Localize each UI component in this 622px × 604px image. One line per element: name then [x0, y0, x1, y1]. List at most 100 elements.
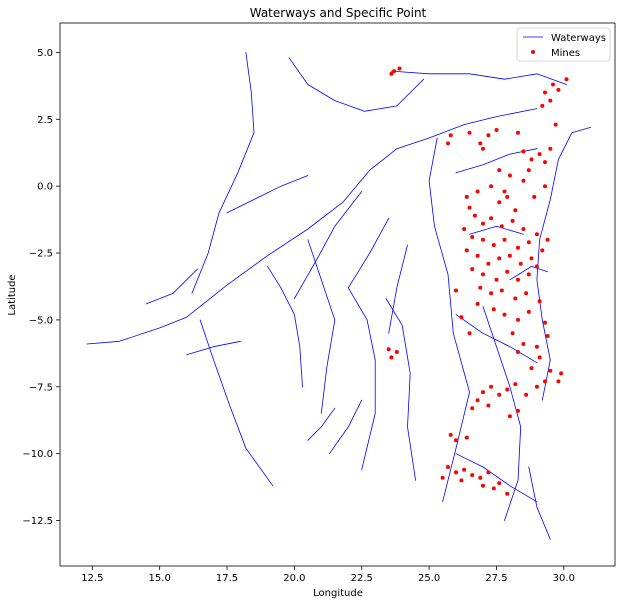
mine-point: [389, 71, 394, 76]
mine-point: [494, 128, 499, 132]
mine-point: [516, 350, 520, 354]
mine-point: [540, 103, 545, 108]
mine-point: [470, 267, 475, 272]
mine-point: [497, 481, 502, 486]
mine-point: [478, 141, 483, 146]
mine-point: [489, 184, 494, 189]
x-tick-label: 20.0: [283, 573, 305, 584]
waterway-line: [328, 399, 363, 455]
mine-point: [397, 66, 402, 71]
mine-point: [537, 299, 542, 304]
mine-point: [507, 173, 512, 178]
mine-point: [543, 379, 547, 384]
x-axis-label: Longitude: [313, 588, 363, 599]
y-tick-label: −7.5: [29, 382, 53, 393]
mine-point: [526, 309, 531, 314]
waterway-line: [186, 340, 241, 356]
mine-point: [486, 403, 491, 408]
mine-point: [502, 189, 507, 194]
waterway-line: [145, 268, 198, 305]
mine-point: [505, 491, 510, 496]
x-tick-label: 30.0: [553, 573, 575, 584]
mine-point: [459, 315, 464, 320]
mine-point: [475, 189, 480, 194]
waterway-line: [288, 57, 425, 112]
mine-point: [559, 371, 564, 376]
mine-point: [526, 272, 531, 277]
mine-point: [470, 473, 475, 478]
y-tick-label: −5.0: [29, 315, 53, 326]
mine-point: [491, 243, 496, 247]
mine-point: [491, 486, 496, 491]
mine-point: [534, 232, 539, 237]
mine-point: [524, 291, 529, 296]
mine-point: [499, 224, 504, 229]
mines-layer: [386, 66, 569, 496]
mine-point: [448, 133, 453, 138]
mine-point: [486, 470, 491, 475]
mine-point: [467, 130, 472, 135]
mine-point: [481, 272, 485, 277]
waterway-line: [347, 217, 390, 289]
mine-point: [521, 149, 526, 154]
mine-point: [481, 390, 485, 395]
waterways-layer: [86, 52, 592, 540]
mine-point: [537, 152, 542, 157]
waterway-line: [293, 191, 363, 299]
y-axis-label: Latitude: [7, 274, 18, 315]
mine-point: [513, 208, 518, 213]
waterway-line: [86, 108, 538, 345]
y-tick-label: −12.5: [22, 516, 53, 527]
mine-point: [529, 157, 534, 162]
mine-point: [481, 146, 485, 151]
mine-point: [540, 248, 545, 253]
mine-point: [526, 168, 531, 173]
mine-point: [478, 475, 483, 480]
mine-point: [454, 470, 458, 475]
mine-point: [386, 347, 391, 352]
mine-point: [489, 216, 494, 221]
mine-point: [475, 398, 480, 403]
mine-point: [448, 432, 453, 437]
y-tick-label: −2.5: [29, 249, 53, 260]
mine-point: [529, 256, 534, 261]
mine-point: [392, 69, 397, 74]
mine-point: [505, 194, 510, 199]
mine-point: [518, 261, 523, 266]
x-tick-label: 12.5: [81, 573, 103, 584]
mine-point: [526, 240, 531, 245]
x-tick-label: 25.0: [418, 573, 440, 584]
mine-point: [470, 406, 475, 411]
waterway-line: [455, 453, 538, 503]
legend-box: [516, 27, 611, 62]
mine-point: [507, 414, 512, 419]
mine-point: [440, 475, 445, 480]
mine-point: [491, 307, 496, 312]
mine-point: [464, 194, 469, 199]
mine-point: [543, 160, 547, 165]
mine-point: [481, 483, 485, 488]
mine-point: [516, 408, 520, 413]
mine-point: [529, 366, 534, 371]
mine-point: [497, 200, 502, 205]
mine-point: [454, 288, 458, 293]
mine-point: [548, 368, 553, 373]
waterway-line: [390, 70, 567, 85]
mine-point: [462, 467, 467, 472]
waterway-line: [536, 126, 592, 401]
mine-point: [556, 87, 561, 92]
mine-point: [510, 218, 515, 223]
mine-point: [486, 261, 491, 266]
mine-point: [524, 392, 529, 397]
mine-point: [553, 122, 558, 127]
mine-point: [545, 334, 550, 338]
mine-point: [464, 435, 469, 440]
mine-point: [548, 146, 553, 151]
mine-point: [497, 392, 502, 397]
mine-point: [510, 331, 515, 336]
mine-point: [464, 248, 469, 253]
mine-point: [489, 384, 494, 389]
plot-area: [86, 52, 592, 540]
